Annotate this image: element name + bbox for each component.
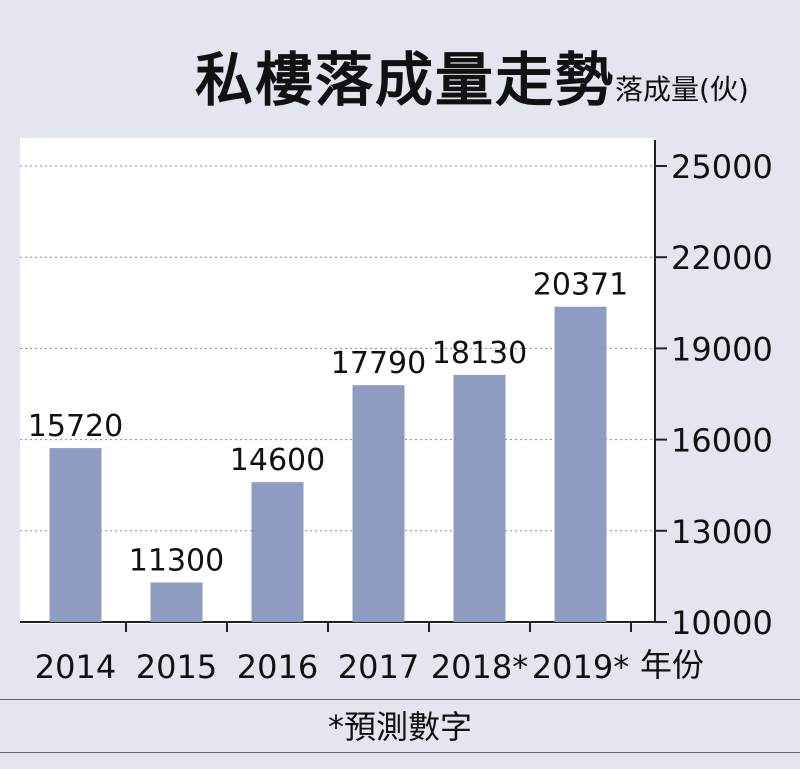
- bar-data-label: 17790: [331, 346, 426, 381]
- bar-chart: 10000 13000 16000 19000 22000 25000 15720 2014 1…: [20, 140, 773, 686]
- footer-divider: [0, 752, 800, 753]
- bar-data-label: 14600: [230, 443, 325, 478]
- bar: [554, 306, 607, 622]
- bar-data-label: 15720: [28, 409, 123, 444]
- x-tick-label: 2017: [338, 648, 419, 686]
- bar-data-label: 11300: [129, 543, 224, 578]
- bar: [49, 448, 102, 622]
- bar: [453, 374, 506, 622]
- footnote: *預測數字: [327, 708, 472, 746]
- x-tick-label: 2016: [237, 648, 318, 686]
- x-tick-label: 2015: [136, 648, 217, 686]
- x-tick-label: 2019*: [532, 648, 629, 686]
- x-tick-label: 2018*: [431, 648, 528, 686]
- bar-data-label: 18130: [432, 336, 527, 371]
- bar-data-label: 20371: [533, 268, 628, 303]
- y-tick-label: 19000: [671, 330, 773, 368]
- plot-area: [20, 138, 655, 624]
- x-axis-unit-label: 年份: [640, 646, 705, 684]
- y-axis-unit-label: 落成量(伙): [615, 73, 749, 106]
- y-tick-label: 16000: [671, 422, 773, 460]
- bar: [150, 582, 203, 622]
- bar: [352, 385, 405, 622]
- y-tick-label: 13000: [671, 513, 773, 551]
- chart-title: 私樓落成量走勢: [194, 46, 615, 114]
- y-tick-label: 22000: [671, 239, 773, 277]
- bar: [251, 482, 304, 622]
- x-tick-label: 2014: [35, 648, 116, 686]
- footer-divider: [0, 699, 800, 700]
- y-tick-label: 25000: [671, 148, 773, 186]
- y-tick-label: 10000: [671, 604, 773, 642]
